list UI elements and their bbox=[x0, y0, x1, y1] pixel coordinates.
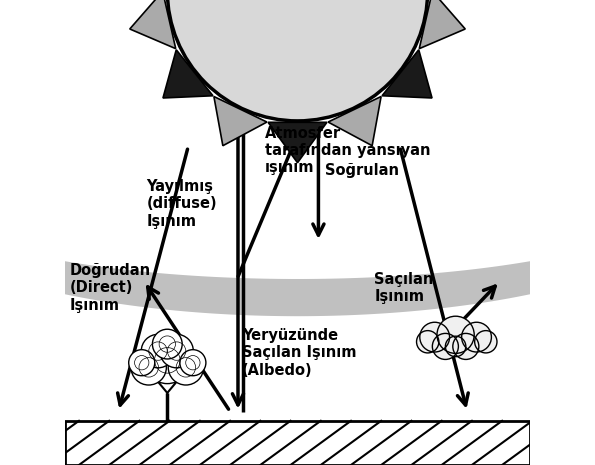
Polygon shape bbox=[214, 97, 267, 146]
Circle shape bbox=[129, 350, 155, 376]
Text: Atmosfer
tarafından yansıyan
ışınım: Atmosfer tarafından yansıyan ışınım bbox=[265, 126, 430, 175]
Polygon shape bbox=[0, 186, 595, 316]
Circle shape bbox=[152, 329, 182, 359]
Text: Doğrudan
(Direct)
Işınım: Doğrudan (Direct) Işınım bbox=[70, 263, 151, 312]
Polygon shape bbox=[130, 0, 176, 49]
Text: Soğrulan: Soğrulan bbox=[325, 163, 399, 178]
Circle shape bbox=[167, 0, 428, 121]
Polygon shape bbox=[328, 97, 381, 146]
Polygon shape bbox=[419, 0, 465, 49]
Text: Saçılan
Işınım: Saçılan Işınım bbox=[374, 272, 434, 305]
Circle shape bbox=[475, 331, 497, 353]
Polygon shape bbox=[268, 122, 327, 163]
Text: Yeryüzünde
Saçılan Işınım
(Albedo): Yeryüzünde Saçılan Işınım (Albedo) bbox=[242, 328, 356, 378]
Circle shape bbox=[446, 336, 466, 357]
Circle shape bbox=[141, 334, 175, 368]
Circle shape bbox=[180, 350, 206, 376]
Circle shape bbox=[168, 350, 203, 385]
Circle shape bbox=[462, 322, 491, 352]
Circle shape bbox=[420, 322, 450, 352]
Circle shape bbox=[453, 333, 479, 359]
Circle shape bbox=[433, 333, 458, 359]
Circle shape bbox=[144, 337, 190, 384]
Text: Yayılmış
(diffuse)
Işınım: Yayılmış (diffuse) Işınım bbox=[146, 179, 217, 229]
Polygon shape bbox=[65, 421, 530, 465]
Circle shape bbox=[416, 331, 439, 353]
Circle shape bbox=[437, 316, 474, 353]
Circle shape bbox=[160, 334, 193, 368]
Polygon shape bbox=[163, 50, 213, 98]
Polygon shape bbox=[382, 50, 432, 98]
Circle shape bbox=[131, 350, 167, 385]
